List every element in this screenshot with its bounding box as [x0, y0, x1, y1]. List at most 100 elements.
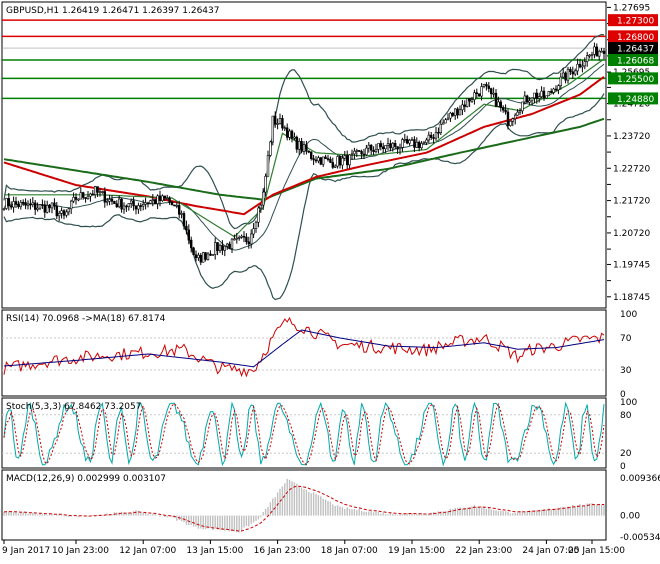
candle-body — [348, 154, 351, 166]
candle-body — [602, 50, 606, 54]
candle-body — [245, 236, 248, 243]
stoch-indicator: 100 80 20 0 — [2, 398, 637, 472]
candle-body — [345, 155, 349, 166]
candle-body — [94, 186, 97, 195]
candle-body — [36, 207, 39, 210]
stoch-tick-label: 80 — [620, 411, 632, 421]
candle-body — [331, 162, 334, 168]
candle-body — [197, 254, 200, 259]
stoch-pane-frame — [1, 397, 607, 469]
candle-body — [338, 156, 342, 166]
level-label: 1.26068 — [617, 57, 654, 67]
candle-body — [398, 147, 402, 150]
candle-body — [492, 92, 495, 95]
price-pane-frame — [1, 1, 607, 309]
candle-body — [554, 88, 558, 91]
candle-body — [43, 204, 47, 213]
candle-body — [273, 115, 277, 125]
price-tick-label: 1.20720 — [613, 229, 650, 239]
macd-pane-title: MACD(12,26,9) 0.002999 0.003107 — [6, 474, 166, 484]
candle-body — [278, 118, 282, 124]
candle-body — [552, 88, 555, 93]
candle-body — [597, 50, 601, 57]
candle-body — [453, 108, 457, 116]
candle-body — [216, 242, 219, 251]
candle-body — [475, 92, 478, 95]
candle-body — [360, 151, 363, 155]
candle-body — [312, 158, 315, 161]
candle-body — [357, 150, 361, 152]
time-tick-label: 19 Jan 15:00 — [388, 546, 445, 556]
candle-body — [33, 202, 37, 210]
candle-body — [113, 201, 116, 205]
candle-body — [86, 195, 90, 200]
candle-body — [26, 203, 30, 206]
candle-body — [391, 143, 394, 149]
candle-body — [509, 120, 512, 126]
stoch-tick-label: 0 — [620, 462, 626, 472]
candle-body — [473, 92, 476, 100]
candle-body — [569, 68, 572, 73]
price-tick-label: 1.27695 — [613, 3, 650, 13]
candle-body — [295, 136, 298, 150]
candle-body — [410, 139, 414, 141]
candle-body — [84, 197, 87, 200]
level-label: 1.26437 — [617, 45, 654, 55]
macd-tick-label: -0.005341 — [620, 533, 660, 543]
candle-body — [226, 243, 229, 247]
candle-body — [470, 99, 474, 102]
candle-body — [324, 156, 327, 159]
candle-body — [381, 146, 385, 150]
candle-body — [91, 193, 95, 196]
candle-body — [389, 143, 392, 149]
candle-body — [561, 72, 565, 78]
candle-body — [485, 84, 488, 87]
candle-body — [137, 205, 140, 210]
candle-body — [341, 157, 344, 166]
candle-body — [221, 245, 224, 251]
candle-body — [281, 118, 284, 129]
candle-body — [106, 200, 109, 203]
candle-body — [45, 204, 49, 213]
candle-body — [29, 203, 32, 206]
candle-body — [314, 159, 318, 162]
candle-body — [533, 92, 536, 99]
candle-body — [261, 191, 265, 206]
bollinger-lower — [3, 93, 605, 301]
time-tick-label: 16 Jan 23:00 — [254, 546, 311, 556]
candle-body — [264, 175, 267, 193]
candle-body — [31, 202, 34, 206]
candle-body — [228, 243, 231, 249]
candle-body — [118, 198, 121, 208]
candle-body — [547, 91, 551, 97]
candle-body — [204, 252, 207, 260]
candle-body — [134, 205, 138, 210]
candle-body — [309, 151, 313, 159]
candle-body — [559, 76, 563, 87]
candle-body — [302, 144, 306, 152]
time-tick-label: 24 Jan 07:00 — [522, 546, 579, 556]
candle-body — [158, 195, 162, 202]
stoch-pane-title: Stoch(5,3,3) 67.8462 73.2057 — [6, 402, 141, 412]
candle-body — [573, 70, 577, 75]
candle-body — [50, 202, 54, 209]
candle-body — [446, 117, 450, 121]
candle-body — [528, 100, 531, 103]
candle-body — [523, 95, 527, 103]
candle-body — [504, 109, 507, 113]
candle-body — [468, 98, 471, 102]
candle-body — [422, 142, 426, 144]
price-tick-label: 1.21720 — [613, 197, 650, 207]
level-label: 1.25500 — [617, 75, 654, 85]
price-pane-title: GBPUSD,H1 1.26419 1.26471 1.26397 1.2643… — [6, 6, 219, 16]
candle-body — [235, 237, 238, 240]
candle-body — [590, 54, 594, 56]
candle-body — [564, 72, 567, 81]
candle-body — [14, 201, 18, 205]
candle-body — [537, 96, 541, 99]
candle-body — [122, 205, 126, 210]
time-tick-label: 12 Jan 07:00 — [119, 546, 176, 556]
level-label: 1.27300 — [617, 17, 654, 27]
